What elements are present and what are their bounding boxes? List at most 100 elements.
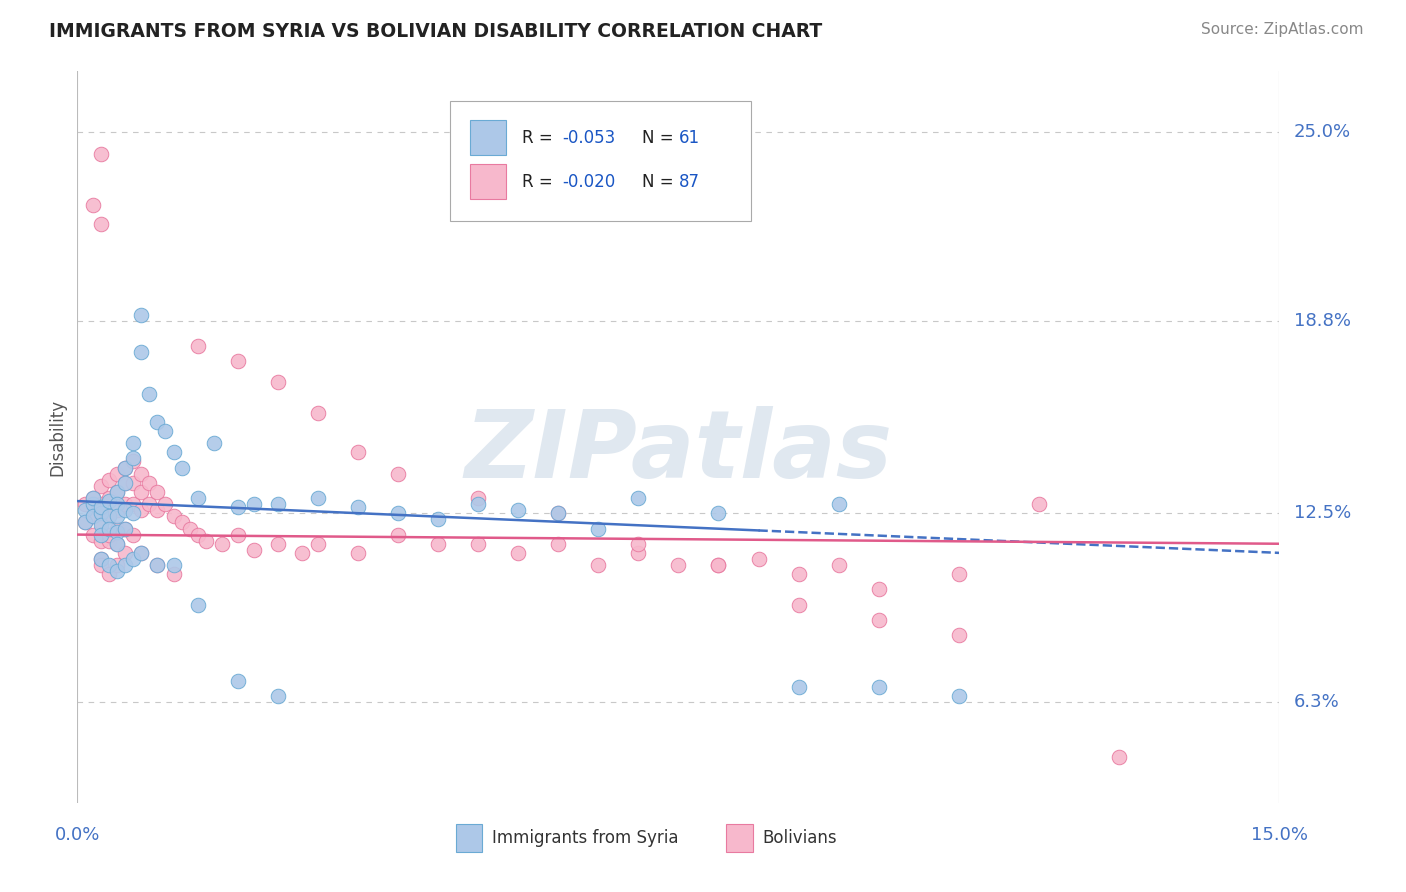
Point [868, 613, 890, 627]
Point [114, 475, 136, 490]
Point [948, 628, 970, 642]
Point [226, 527, 249, 541]
Text: 18.8%: 18.8% [1294, 312, 1351, 330]
Point [186, 527, 209, 541]
Point [588, 558, 610, 573]
Point [868, 680, 890, 694]
Text: Bolivians: Bolivians [762, 829, 837, 847]
Point [242, 497, 264, 511]
Text: 61: 61 [679, 129, 700, 147]
Point [787, 567, 810, 582]
Bar [727, 824, 754, 852]
Text: Source: ZipAtlas.com: Source: ZipAtlas.com [1201, 22, 1364, 37]
Point [179, 521, 201, 535]
Bar [456, 824, 482, 852]
Point [186, 598, 209, 612]
Point [162, 445, 184, 459]
Point [98, 521, 121, 535]
Point [98, 473, 121, 487]
Point [547, 506, 569, 520]
Point [267, 375, 290, 389]
Text: N =: N = [643, 173, 679, 191]
Point [90, 552, 112, 566]
Point [202, 436, 225, 450]
Point [75, 516, 97, 530]
Point [787, 680, 810, 694]
Point [291, 546, 314, 560]
Point [146, 415, 169, 429]
Point [138, 387, 160, 401]
Point [98, 567, 121, 582]
Point [467, 537, 489, 551]
Point [186, 491, 209, 505]
Bar [471, 164, 506, 199]
Point [707, 558, 730, 573]
Point [90, 516, 112, 530]
Point [170, 460, 193, 475]
Text: N =: N = [643, 129, 679, 147]
Point [90, 146, 112, 161]
Point [107, 564, 129, 578]
Text: R =: R = [522, 173, 558, 191]
Point [627, 546, 650, 560]
Point [122, 451, 145, 466]
Point [627, 537, 650, 551]
Point [122, 506, 145, 520]
Point [627, 491, 650, 505]
Point [122, 552, 145, 566]
Point [131, 485, 153, 500]
Point [162, 567, 184, 582]
Point [90, 506, 112, 520]
Text: 0.0%: 0.0% [55, 826, 100, 844]
Point [186, 339, 209, 353]
Point [467, 497, 489, 511]
Text: Immigrants from Syria: Immigrants from Syria [492, 829, 679, 847]
Point [107, 537, 129, 551]
Point [82, 497, 104, 511]
Point [98, 494, 121, 508]
Text: -0.020: -0.020 [562, 173, 614, 191]
Text: -0.053: -0.053 [562, 129, 614, 147]
Point [82, 509, 104, 524]
Point [828, 558, 851, 573]
Point [107, 497, 129, 511]
Point [748, 552, 770, 566]
Point [267, 689, 290, 703]
Point [90, 479, 112, 493]
Point [122, 436, 145, 450]
Point [122, 497, 145, 511]
Point [427, 512, 450, 526]
Point [547, 537, 569, 551]
Point [75, 516, 97, 530]
Text: ZIPatlas: ZIPatlas [464, 406, 893, 498]
Point [155, 424, 177, 438]
Point [868, 582, 890, 597]
Point [98, 533, 121, 548]
Point [138, 475, 160, 490]
Text: 15.0%: 15.0% [1251, 826, 1308, 844]
Point [828, 497, 851, 511]
Point [131, 308, 153, 322]
Point [122, 475, 145, 490]
Point [90, 500, 112, 515]
Point [347, 445, 370, 459]
Point [307, 406, 329, 420]
Point [82, 509, 104, 524]
Point [226, 673, 249, 688]
Point [948, 689, 970, 703]
Point [427, 537, 450, 551]
Point [1108, 750, 1130, 764]
Point [90, 497, 112, 511]
Point [146, 558, 169, 573]
Point [226, 500, 249, 515]
Text: R =: R = [522, 129, 558, 147]
Point [75, 497, 97, 511]
Point [107, 485, 129, 500]
Point [588, 521, 610, 535]
Point [114, 521, 136, 535]
Point [114, 460, 136, 475]
Point [787, 598, 810, 612]
Point [107, 537, 129, 551]
Point [75, 503, 97, 517]
Point [146, 485, 169, 500]
